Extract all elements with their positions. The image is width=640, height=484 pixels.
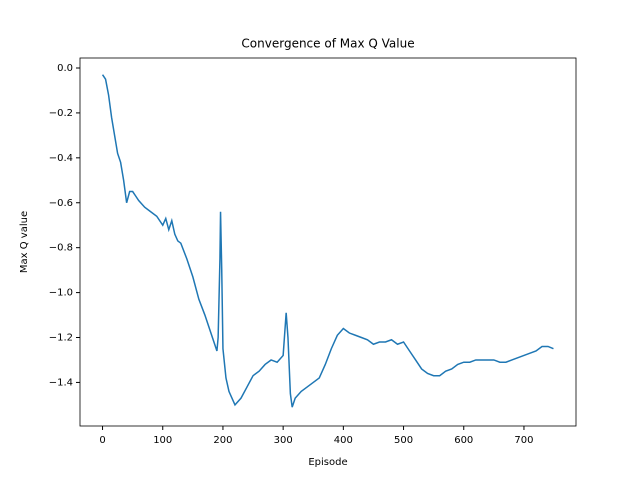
plot-frame (79, 57, 577, 427)
x-tick-label: 700 (514, 435, 533, 446)
y-axis-label: Max Q value (19, 211, 30, 273)
y-tick-label: −0.6 (49, 198, 73, 209)
x-tick-label: 0 (99, 435, 105, 446)
x-tick-label: 600 (454, 435, 473, 446)
y-tick-label: −0.8 (49, 243, 73, 254)
y-tick-label: −0.2 (49, 108, 73, 119)
x-tick-label: 100 (153, 435, 172, 446)
y-tick-label: −1.4 (49, 377, 73, 388)
chart-title: Convergence of Max Q Value (241, 37, 414, 51)
x-tick-label: 400 (334, 435, 353, 446)
data-line (101, 74, 554, 408)
x-axis-label: Episode (308, 457, 347, 468)
x-tick-label: 200 (213, 435, 232, 446)
y-tick-label: −0.4 (49, 153, 73, 164)
y-tick-label: −1.0 (49, 288, 73, 299)
y-tick-label: 0.0 (57, 63, 73, 74)
x-tick-label: 500 (394, 435, 413, 446)
x-tick-label: 300 (274, 435, 293, 446)
y-tick-label: −1.2 (49, 333, 73, 344)
